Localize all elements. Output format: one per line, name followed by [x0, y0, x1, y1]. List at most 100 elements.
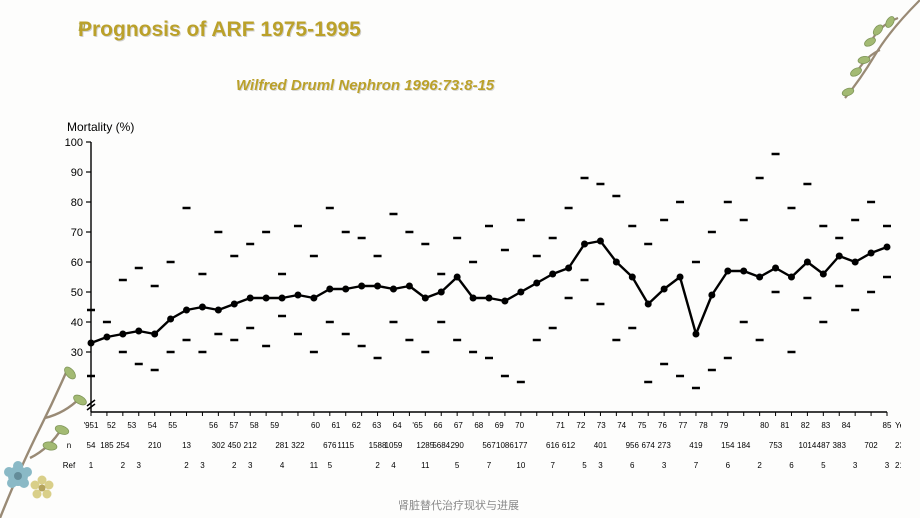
svg-text:83: 83	[821, 421, 830, 430]
svg-text:11: 11	[421, 461, 430, 470]
svg-text:59: 59	[270, 421, 279, 430]
svg-text:80: 80	[760, 421, 769, 430]
svg-text:1: 1	[89, 461, 94, 470]
svg-text:450: 450	[228, 441, 242, 450]
chart-svg: 30405060708090100'9515253545556575859606…	[55, 120, 901, 518]
svg-text:73: 73	[597, 421, 606, 430]
svg-text:58: 58	[250, 421, 259, 430]
svg-text:60: 60	[311, 421, 320, 430]
svg-text:57: 57	[229, 421, 238, 430]
svg-text:40: 40	[71, 317, 83, 329]
svg-text:50: 50	[71, 287, 83, 299]
svg-text:1014: 1014	[799, 441, 817, 450]
svg-text:30: 30	[71, 347, 83, 359]
slide-title: Prognosis of ARF 1975-1995	[78, 18, 361, 42]
svg-text:3: 3	[885, 461, 890, 470]
svg-text:70: 70	[71, 227, 83, 239]
svg-text:23352: 23352	[895, 441, 901, 450]
svg-text:70: 70	[515, 421, 524, 430]
svg-text:71: 71	[556, 421, 565, 430]
svg-text:322: 322	[291, 441, 305, 450]
svg-text:1115: 1115	[337, 441, 354, 450]
svg-text:3: 3	[662, 461, 667, 470]
svg-text:n: n	[67, 441, 71, 450]
svg-text:3: 3	[598, 461, 603, 470]
svg-text:5: 5	[455, 461, 460, 470]
svg-text:487: 487	[817, 441, 831, 450]
svg-text:401: 401	[594, 441, 608, 450]
svg-text:80: 80	[71, 197, 83, 209]
svg-text:210: 210	[148, 441, 162, 450]
svg-text:5: 5	[821, 461, 826, 470]
svg-text:419: 419	[689, 441, 703, 450]
svg-text:81: 81	[780, 421, 789, 430]
svg-text:6: 6	[630, 461, 635, 470]
svg-text:54: 54	[148, 421, 157, 430]
svg-text:1086: 1086	[496, 441, 514, 450]
svg-text:66: 66	[434, 421, 443, 430]
svg-text:290: 290	[450, 441, 464, 450]
svg-text:3: 3	[137, 461, 142, 470]
svg-text:67: 67	[454, 421, 463, 430]
mortality-chart: Mortality (%) 30405060708090100'95152535…	[55, 120, 901, 450]
svg-text:567: 567	[482, 441, 496, 450]
svg-text:5684: 5684	[432, 441, 450, 450]
svg-text:674: 674	[642, 441, 656, 450]
svg-text:2: 2	[232, 461, 237, 470]
svg-text:61: 61	[331, 421, 340, 430]
svg-text:6: 6	[789, 461, 794, 470]
svg-text:2: 2	[184, 461, 189, 470]
svg-text:7: 7	[487, 461, 492, 470]
svg-text:72: 72	[576, 421, 585, 430]
svg-text:85: 85	[883, 421, 892, 430]
svg-text:273: 273	[657, 441, 671, 450]
slide: n Prognosis of ARF 1975-1995 Wilfred Dru…	[0, 0, 920, 518]
svg-text:185: 185	[100, 441, 114, 450]
svg-text:213: 213	[895, 461, 901, 470]
svg-text:254: 254	[116, 441, 130, 450]
svg-text:2: 2	[757, 461, 762, 470]
svg-text:154: 154	[721, 441, 735, 450]
svg-text:3: 3	[200, 461, 205, 470]
svg-text:79: 79	[719, 421, 728, 430]
svg-text:76: 76	[658, 421, 667, 430]
svg-text:52: 52	[107, 421, 116, 430]
svg-text:90: 90	[71, 167, 83, 179]
svg-text:77: 77	[678, 421, 687, 430]
svg-text:302: 302	[212, 441, 226, 450]
y-axis-title: Mortality (%)	[67, 120, 134, 134]
svg-text:56: 56	[209, 421, 218, 430]
svg-text:676: 676	[323, 441, 337, 450]
svg-text:7: 7	[550, 461, 555, 470]
svg-text:956: 956	[626, 441, 640, 450]
svg-text:'951: '951	[84, 421, 99, 430]
citation-text: Wilfred Druml Nephron 1996:73:8-15	[236, 77, 494, 94]
svg-text:75: 75	[638, 421, 647, 430]
svg-text:'65: '65	[412, 421, 423, 430]
svg-text:616: 616	[546, 441, 560, 450]
svg-text:2: 2	[121, 461, 126, 470]
svg-text:6: 6	[726, 461, 731, 470]
svg-text:3: 3	[853, 461, 858, 470]
svg-text:184: 184	[737, 441, 751, 450]
svg-text:4: 4	[391, 461, 396, 470]
svg-text:Year: Year	[895, 421, 901, 430]
svg-text:702: 702	[864, 441, 878, 450]
svg-text:54: 54	[87, 441, 96, 450]
footer-text: 肾脏替代治疗现状与进展	[398, 497, 519, 513]
svg-text:7: 7	[694, 461, 699, 470]
svg-text:74: 74	[617, 421, 626, 430]
svg-text:63: 63	[372, 421, 381, 430]
svg-text:10: 10	[516, 461, 525, 470]
svg-text:82: 82	[801, 421, 810, 430]
svg-text:212: 212	[244, 441, 258, 450]
svg-text:55: 55	[168, 421, 177, 430]
svg-text:78: 78	[699, 421, 708, 430]
svg-text:3: 3	[248, 461, 253, 470]
svg-text:177: 177	[514, 441, 528, 450]
svg-text:69: 69	[495, 421, 504, 430]
svg-text:753: 753	[769, 441, 783, 450]
svg-text:64: 64	[393, 421, 402, 430]
svg-text:5: 5	[582, 461, 587, 470]
svg-text:Ref: Ref	[63, 461, 76, 470]
